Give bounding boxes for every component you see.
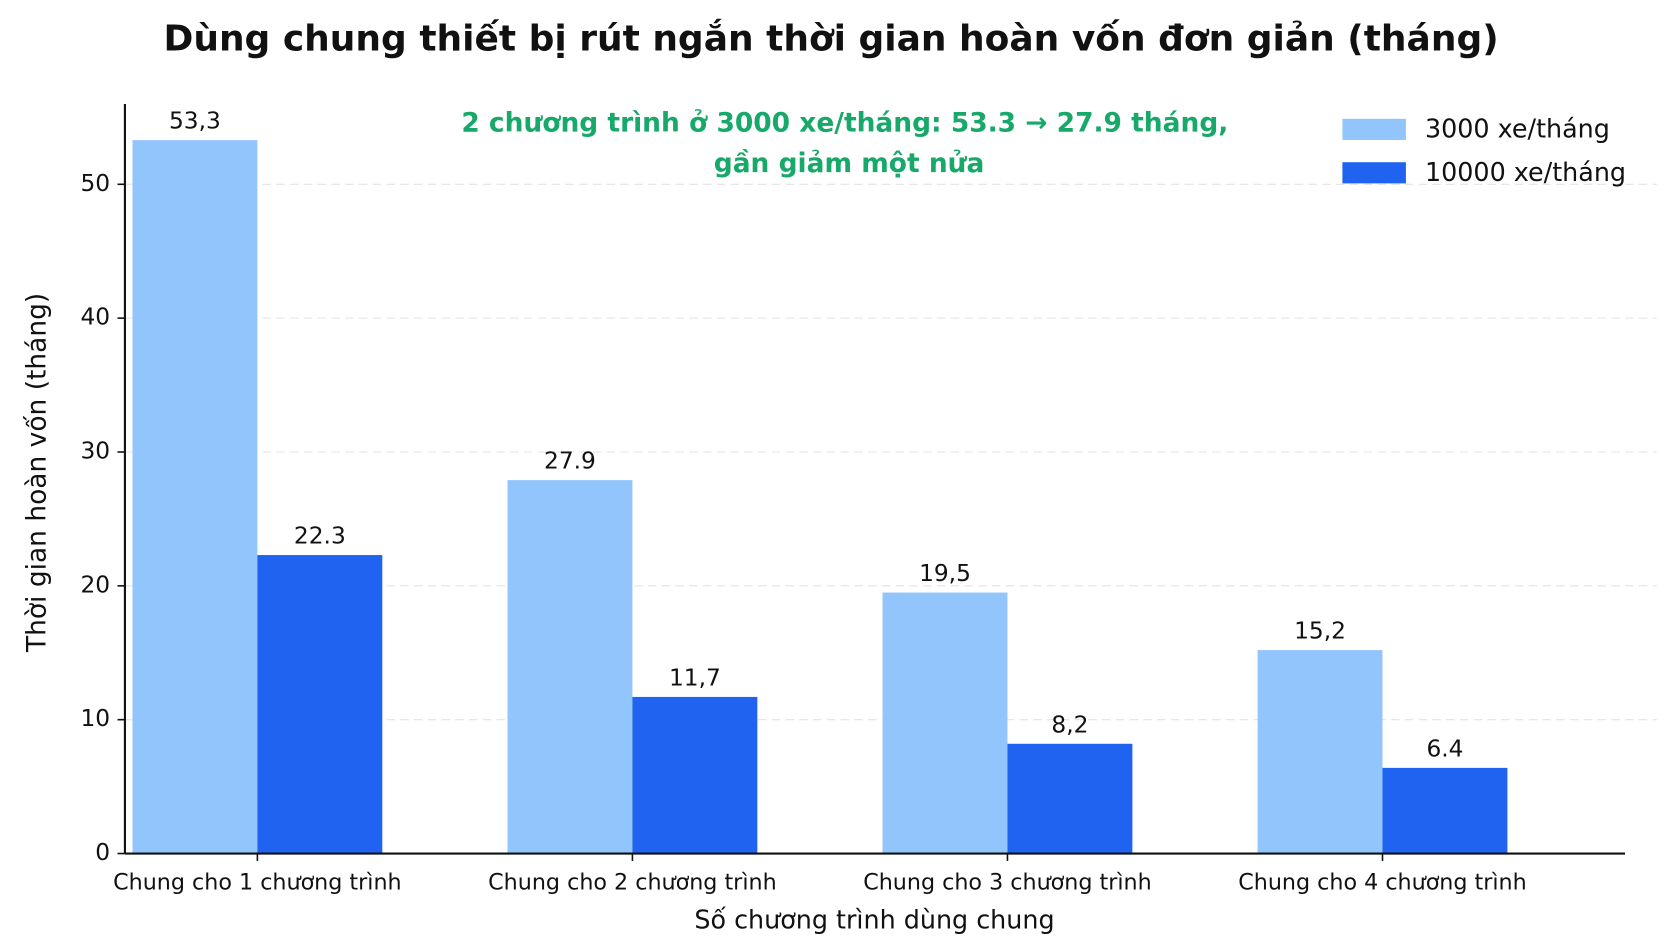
bar (1007, 743, 1133, 854)
legend-swatch (1342, 162, 1406, 184)
y-tick-label: 50 (80, 170, 110, 197)
value-label: 11,7 (669, 664, 721, 691)
bar (507, 480, 633, 854)
x-tick-label: Chung cho 1 chương trình (113, 870, 401, 896)
y-tick-label: 20 (80, 571, 110, 598)
value-label: 15,2 (1294, 618, 1346, 645)
value-label: 22.3 (294, 523, 346, 550)
bar (257, 555, 383, 854)
legend-label: 3000 xe/tháng (1425, 113, 1610, 143)
y-axis-label: Thời gian hoàn vốn (tháng) (22, 293, 53, 653)
value-label: 27.9 (544, 448, 596, 475)
bar (132, 140, 258, 854)
y-tick-label: 10 (80, 705, 110, 732)
bar (632, 696, 758, 854)
y-tick-label: 40 (80, 304, 110, 331)
annotation: 2 chương trình ở 3000 xe/tháng: 53.3 → 2… (461, 108, 1228, 139)
y-tick-label: 30 (80, 437, 110, 464)
annotation: gần giảm một nửa (714, 148, 985, 179)
value-label: 6.4 (1426, 735, 1463, 762)
x-tick-label: Chung cho 3 chương trình (863, 870, 1152, 896)
bar (1382, 767, 1508, 854)
x-axis-label: Số chương trình dùng chung (694, 904, 1054, 934)
value-label: 53,3 (169, 108, 221, 135)
x-tick-label: Chung cho 4 chương trình (1238, 870, 1527, 896)
legend-label: 10000 xe/tháng (1425, 157, 1626, 187)
value-label: 8,2 (1051, 711, 1088, 738)
y-tick-label: 0 (95, 839, 110, 866)
legend-swatch (1342, 118, 1406, 140)
x-tick-label: Chung cho 2 chương trình (488, 870, 776, 896)
bar (882, 592, 1008, 854)
value-label: 19,5 (919, 560, 971, 587)
bar (1257, 650, 1383, 854)
chart-title: Dùng chung thiết bị rút ngắn thời gian h… (163, 18, 1498, 59)
